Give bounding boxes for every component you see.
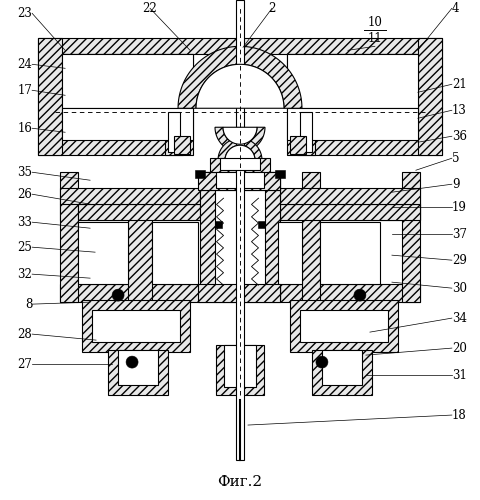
Text: 8: 8 xyxy=(25,298,32,310)
Text: 32: 32 xyxy=(17,268,32,280)
Bar xyxy=(118,350,158,385)
Text: 35: 35 xyxy=(17,166,32,178)
Bar xyxy=(200,172,280,190)
Bar xyxy=(60,188,200,204)
Bar xyxy=(210,158,270,172)
Text: 4: 4 xyxy=(452,2,459,15)
Bar xyxy=(258,221,265,228)
Bar xyxy=(287,54,418,108)
Ellipse shape xyxy=(126,356,138,368)
Text: 37: 37 xyxy=(452,228,467,240)
Bar xyxy=(38,38,442,54)
Bar xyxy=(62,108,193,140)
Bar xyxy=(60,204,200,220)
Bar xyxy=(275,170,285,178)
Bar xyxy=(198,172,280,190)
Text: 36: 36 xyxy=(452,130,467,142)
Bar xyxy=(300,310,388,342)
Bar xyxy=(60,172,78,302)
Bar xyxy=(300,112,312,152)
Text: 27: 27 xyxy=(17,358,32,370)
Text: 9: 9 xyxy=(452,178,459,190)
Text: Фиг.2: Фиг.2 xyxy=(217,475,263,489)
Bar xyxy=(198,284,280,302)
Bar xyxy=(82,300,190,352)
Bar xyxy=(280,188,420,204)
Bar xyxy=(38,54,193,108)
Bar xyxy=(290,136,306,154)
Bar xyxy=(297,108,315,155)
Polygon shape xyxy=(215,128,265,152)
Text: 16: 16 xyxy=(17,122,32,135)
Bar xyxy=(128,204,152,302)
Bar xyxy=(287,108,418,140)
Polygon shape xyxy=(178,46,302,108)
Text: 2: 2 xyxy=(268,2,276,15)
Text: 5: 5 xyxy=(452,152,459,164)
Bar xyxy=(280,204,420,220)
Text: 10: 10 xyxy=(368,16,383,29)
Text: 29: 29 xyxy=(452,254,467,266)
Bar xyxy=(168,112,180,152)
Bar xyxy=(216,345,264,395)
Bar xyxy=(78,204,200,220)
Bar xyxy=(152,222,198,284)
Bar xyxy=(38,108,193,155)
Text: 19: 19 xyxy=(452,200,467,213)
Text: 25: 25 xyxy=(17,240,32,254)
Text: 18: 18 xyxy=(452,408,467,422)
Text: 28: 28 xyxy=(17,328,32,340)
Polygon shape xyxy=(218,138,262,160)
Text: 23: 23 xyxy=(17,7,32,20)
Bar xyxy=(195,170,205,178)
Bar xyxy=(165,108,183,155)
Bar xyxy=(278,222,302,284)
Ellipse shape xyxy=(354,289,366,301)
Text: 20: 20 xyxy=(452,342,467,354)
Ellipse shape xyxy=(112,289,124,301)
Text: 30: 30 xyxy=(452,282,467,294)
Bar xyxy=(62,54,193,108)
Polygon shape xyxy=(223,128,257,144)
Bar xyxy=(287,54,442,108)
Text: 24: 24 xyxy=(17,58,32,71)
Bar xyxy=(78,222,128,284)
Polygon shape xyxy=(225,145,255,160)
Bar xyxy=(287,108,442,155)
Text: 31: 31 xyxy=(452,368,467,382)
Bar xyxy=(60,284,200,302)
Bar xyxy=(290,300,398,352)
Bar xyxy=(224,345,256,387)
Ellipse shape xyxy=(316,356,328,368)
Bar xyxy=(215,221,222,228)
Bar xyxy=(280,204,420,220)
Bar xyxy=(302,172,320,302)
Polygon shape xyxy=(196,64,284,108)
Text: 11: 11 xyxy=(368,32,382,45)
Text: 13: 13 xyxy=(452,104,467,117)
Text: 33: 33 xyxy=(17,216,32,228)
Bar xyxy=(174,136,190,154)
Bar xyxy=(320,222,380,284)
Bar xyxy=(216,172,264,188)
Bar xyxy=(322,350,362,385)
Bar xyxy=(92,310,180,342)
Text: 26: 26 xyxy=(17,188,32,200)
Bar xyxy=(220,158,260,170)
Text: 22: 22 xyxy=(143,2,157,15)
Bar xyxy=(108,350,168,395)
Text: 21: 21 xyxy=(452,78,467,91)
Bar xyxy=(38,38,62,155)
Text: 17: 17 xyxy=(17,84,32,97)
Text: 34: 34 xyxy=(452,312,467,324)
Bar xyxy=(236,0,244,460)
Bar xyxy=(312,350,372,395)
Bar xyxy=(200,172,280,302)
Bar xyxy=(280,284,420,302)
Bar xyxy=(215,184,265,288)
Bar xyxy=(402,172,420,302)
Bar xyxy=(418,38,442,155)
